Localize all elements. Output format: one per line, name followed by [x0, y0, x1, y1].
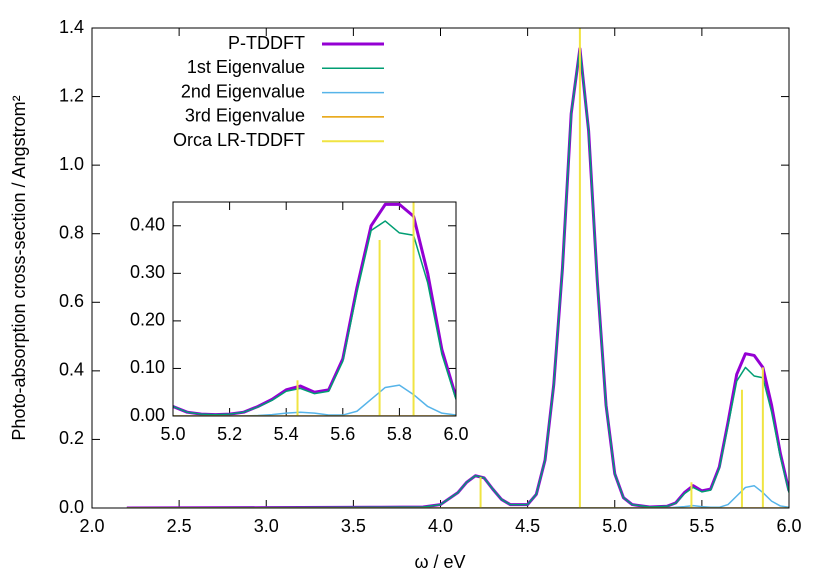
y-tick-label: 0.00: [130, 405, 165, 425]
y-tick-label: 1.2: [59, 85, 84, 105]
legend-label: 3rd Eigenvalue: [185, 106, 305, 126]
x-tick-label: 5.8: [387, 424, 412, 444]
x-tick-label: 4.5: [515, 516, 540, 536]
x-tick-label: 5.0: [602, 516, 627, 536]
plot-frame: [172, 201, 457, 417]
y-tick-label: 1.4: [59, 17, 84, 37]
x-tick-label: 5.5: [689, 516, 714, 536]
x-tick-label: 5.6: [330, 424, 355, 444]
series-group: [126, 28, 789, 508]
x-tick-label: 3.5: [341, 516, 366, 536]
legend-label: 2nd Eigenvalue: [181, 81, 305, 101]
x-tick-label: 2.5: [167, 516, 192, 536]
x-tick-label: 6.0: [776, 516, 801, 536]
y-tick-label: 0.4: [59, 360, 84, 380]
legend-label: Orca LR-TDDFT: [173, 130, 305, 150]
line-series: [173, 384, 456, 416]
line-series: [126, 484, 789, 508]
x-tick-label: 6.0: [443, 424, 468, 444]
y-tick-label: 0.6: [59, 291, 84, 311]
x-axis-label: ω / eV: [414, 552, 465, 572]
x-tick-label: 3.0: [254, 516, 279, 536]
y-tick-label: 0.40: [130, 215, 165, 235]
line-series: [126, 47, 789, 508]
y-tick-label: 0.30: [130, 262, 165, 282]
series-group: [173, 202, 456, 416]
y-tick-label: 0.10: [130, 357, 165, 377]
x-tick-label: 4.0: [428, 516, 453, 536]
x-tick-label: 5.0: [160, 424, 185, 444]
y-tick-label: 0.20: [130, 310, 165, 330]
plot-background: [173, 202, 456, 416]
x-tick-label: 5.4: [274, 424, 299, 444]
plot-frame: [91, 27, 790, 509]
y-axis-label: Photo-absorption cross-section / Angstro…: [9, 95, 29, 440]
y-tick-label: 0.8: [59, 222, 84, 242]
plot-1: 5.0 5.2 5.4 5.6 5.8 6.0 0.00 0.10 0.20 0.30 0.40: [130, 201, 469, 444]
legend-label: 1st Eigenvalue: [187, 57, 305, 77]
legend-label: P-TDDFT: [228, 33, 305, 53]
line-series: [173, 220, 456, 416]
y-tick-label: 0.2: [59, 428, 84, 448]
x-tick-label: 2.0: [79, 516, 104, 536]
x-tick-label: 5.2: [217, 424, 242, 444]
y-tick-label: 0.0: [59, 497, 84, 517]
y-tick-label: 1.0: [59, 154, 84, 174]
